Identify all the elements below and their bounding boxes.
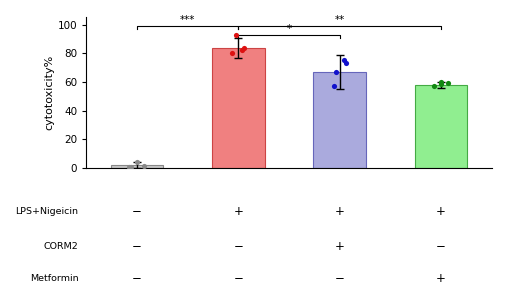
Text: LPS+Nigeicin: LPS+Nigeicin: [16, 207, 79, 216]
Y-axis label: cytotoxicity%: cytotoxicity%: [45, 55, 55, 130]
Point: [330, 84, 338, 89]
Point: [240, 45, 248, 50]
Text: −: −: [132, 240, 142, 253]
Text: +: +: [335, 205, 345, 218]
Text: +: +: [436, 272, 446, 285]
Text: −: −: [132, 272, 142, 285]
Text: CORM2: CORM2: [44, 242, 79, 251]
Point: [228, 51, 236, 56]
Point: [342, 61, 350, 66]
Point: [140, 164, 148, 168]
Text: +: +: [436, 205, 446, 218]
Text: Metformin: Metformin: [30, 274, 79, 283]
Bar: [313, 72, 366, 168]
Text: −: −: [132, 205, 142, 218]
Point: [437, 82, 445, 86]
Text: **: **: [335, 15, 345, 25]
Bar: [111, 165, 163, 168]
Point: [444, 80, 452, 85]
Text: +: +: [233, 205, 243, 218]
Text: −: −: [233, 240, 243, 253]
Bar: [212, 48, 265, 168]
Bar: [415, 85, 467, 168]
Point: [437, 80, 445, 84]
Point: [125, 164, 133, 169]
Text: −: −: [436, 240, 446, 253]
Point: [340, 58, 348, 63]
Point: [332, 70, 340, 74]
Point: [430, 84, 438, 89]
Point: [127, 165, 135, 169]
Point: [133, 160, 141, 164]
Text: ***: ***: [180, 15, 195, 25]
Text: +: +: [335, 240, 345, 253]
Text: −: −: [233, 272, 243, 285]
Text: *: *: [286, 24, 292, 34]
Point: [238, 48, 246, 53]
Text: −: −: [335, 272, 345, 285]
Point: [232, 32, 240, 37]
